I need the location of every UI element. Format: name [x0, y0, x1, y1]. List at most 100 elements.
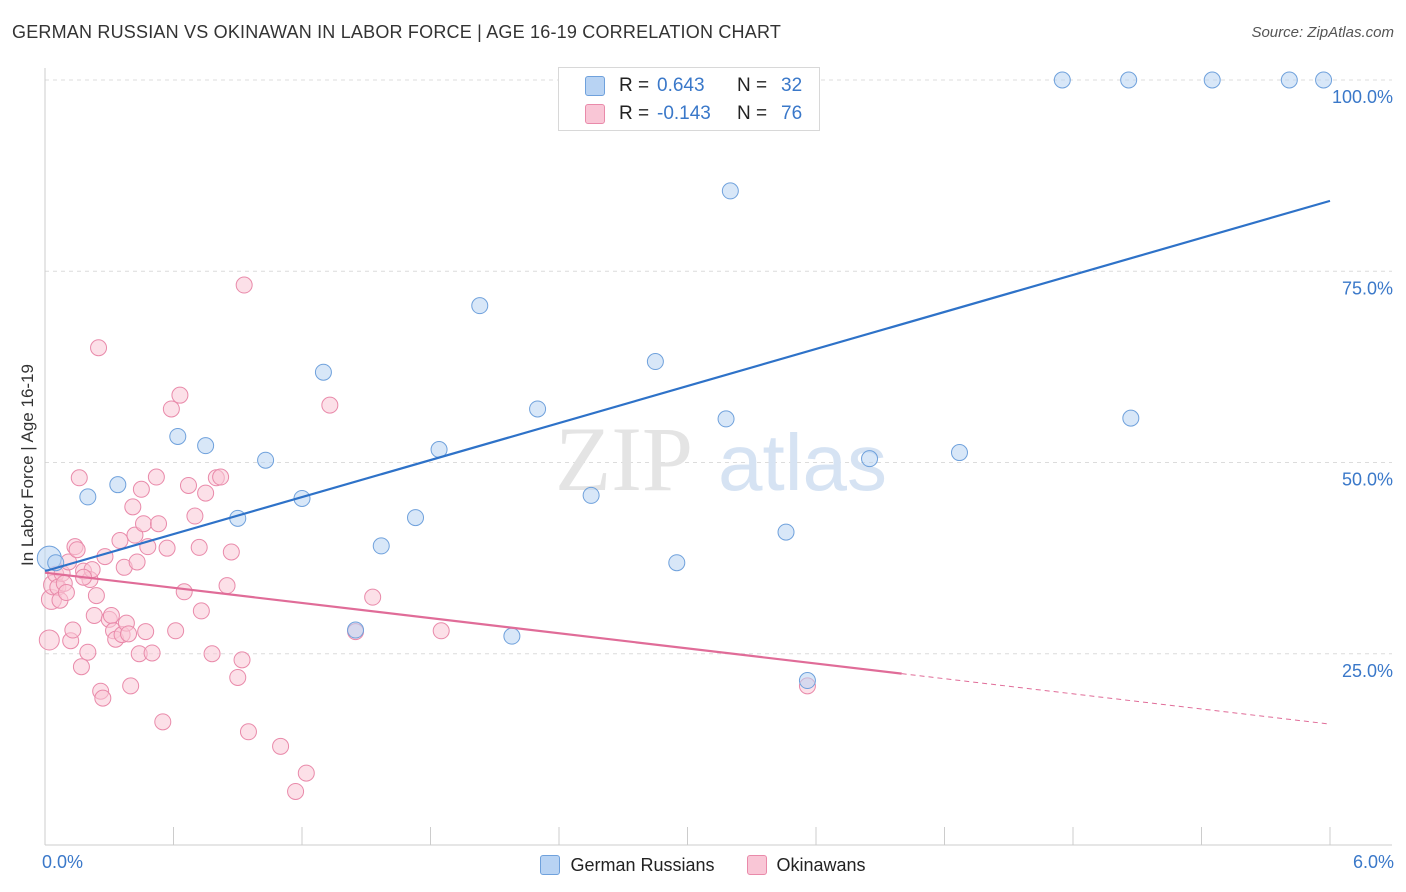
r-value: -0.143: [657, 103, 711, 124]
okinawans-trend-line-extrapolated: [901, 673, 1331, 725]
okinawans-point: [175, 583, 193, 601]
n-label: N =: [737, 75, 768, 96]
okinawans-point: [212, 468, 230, 486]
n-value: 76: [781, 103, 803, 124]
chart-source: Source: ZipAtlas.com: [1251, 24, 1394, 41]
german-russians-point: [169, 427, 187, 445]
german-russians-point: [1203, 71, 1221, 89]
okinawans-point: [222, 543, 240, 561]
x-tick-label-min: 0.0%: [42, 852, 84, 872]
okinawans-point: [203, 645, 221, 663]
y-tick-label: 25.0%: [1342, 661, 1393, 681]
legend-label: German Russians: [570, 854, 715, 875]
n-value: 32: [781, 75, 803, 96]
german-russians-point: [798, 672, 816, 690]
okinawans-point: [297, 764, 315, 782]
okinawans-point: [158, 539, 176, 557]
okinawans-point: [79, 643, 97, 661]
watermark-atlas: atlas: [718, 418, 887, 507]
okinawans-point: [94, 689, 112, 707]
okinawans-point: [87, 587, 105, 605]
pink-swatch: [585, 104, 605, 124]
german-russians-point: [529, 400, 547, 418]
okinawans-point: [120, 625, 138, 643]
legend-item-german-russians[interactable]: German Russians: [540, 854, 715, 876]
stats-row-okinawans: R = -0.143 N = 76: [585, 101, 802, 127]
okinawans-point: [126, 526, 144, 544]
german-russians-point: [257, 451, 275, 469]
okinawans-point: [57, 584, 75, 602]
okinawans-point: [167, 622, 185, 640]
watermark: ZIP atlas: [555, 408, 887, 510]
german-russians-point: [717, 410, 735, 428]
okinawans-point: [171, 386, 189, 404]
okinawans-point: [122, 677, 140, 695]
trend-lines: [44, 199, 1331, 725]
german-russians-point: [1315, 71, 1333, 89]
okinawans-point: [137, 623, 155, 641]
german-russians-point: [347, 621, 365, 639]
german-russians-point: [950, 444, 968, 462]
okinawans-point: [64, 621, 82, 639]
german-russians-point: [109, 476, 127, 494]
y-tick-label: 50.0%: [1342, 470, 1393, 490]
okinawans-point: [229, 668, 247, 686]
pink-swatch: [746, 855, 767, 875]
okinawans-point: [186, 507, 204, 525]
okinawans-point: [147, 468, 165, 486]
okinawans-point: [90, 339, 108, 357]
okinawans-point: [102, 607, 120, 624]
okinawans-point: [124, 498, 142, 516]
okinawans-point: [68, 541, 86, 559]
german-russians-point: [503, 627, 521, 645]
german-russians-point: [721, 182, 739, 200]
okinawans-point: [321, 396, 339, 414]
okinawans-point: [70, 469, 88, 487]
german-russians-point: [668, 554, 686, 572]
blue-swatch: [585, 76, 605, 96]
y-tick-label: 100.0%: [1332, 87, 1393, 107]
german-russians-point: [314, 363, 332, 381]
okinawans-point: [132, 480, 150, 498]
okinawans-point: [432, 622, 450, 640]
chart-title: GERMAN RUSSIAN VS OKINAWAN IN LABOR FORC…: [12, 22, 782, 42]
r-label: R =: [619, 75, 650, 96]
german-russians-point: [646, 353, 664, 371]
german-russians-point: [471, 297, 489, 315]
german-russians-point: [372, 537, 390, 555]
german-russians-point: [197, 437, 215, 455]
okinawans-point: [233, 651, 251, 669]
okinawans-point: [162, 400, 180, 418]
okinawans-point: [287, 782, 305, 800]
stats-row-german-russians: R = 0.643 N = 32: [585, 73, 802, 99]
okinawans-trend-line: [44, 571, 902, 675]
german-russians-point: [861, 450, 879, 468]
legend-item-okinawans[interactable]: Okinawans: [746, 854, 866, 876]
n-label: N =: [737, 103, 768, 124]
okinawans-point: [154, 713, 172, 731]
okinawans-point: [85, 607, 103, 624]
german-russians-point: [1120, 71, 1138, 89]
german-russians-point: [407, 509, 425, 527]
y-tick-label: 75.0%: [1342, 278, 1393, 298]
german-russians-trend-line: [44, 199, 1331, 573]
okinawans-point: [72, 658, 90, 676]
bottom-legend: German Russians Okinawans: [0, 852, 1406, 878]
okinawans-point: [143, 644, 161, 662]
legend-label: Okinawans: [776, 854, 866, 875]
y-tick-labels: 25.0% 50.0% 75.0% 100.0%: [1332, 87, 1393, 681]
okinawans-point: [111, 532, 129, 550]
german-russians-point: [777, 523, 795, 541]
okinawans-point: [192, 602, 210, 620]
okinawans-point: [128, 553, 146, 571]
okinawans-point: [190, 538, 208, 556]
german-russians-point: [1280, 71, 1298, 89]
axes: [44, 68, 1392, 846]
german-russians-point: [79, 488, 97, 506]
german-russians-point: [1053, 71, 1071, 89]
okinawans-point: [179, 476, 197, 494]
gridlines: [45, 79, 1392, 655]
okinawans-point: [272, 737, 290, 755]
watermark-zip: ZIP: [555, 408, 693, 510]
